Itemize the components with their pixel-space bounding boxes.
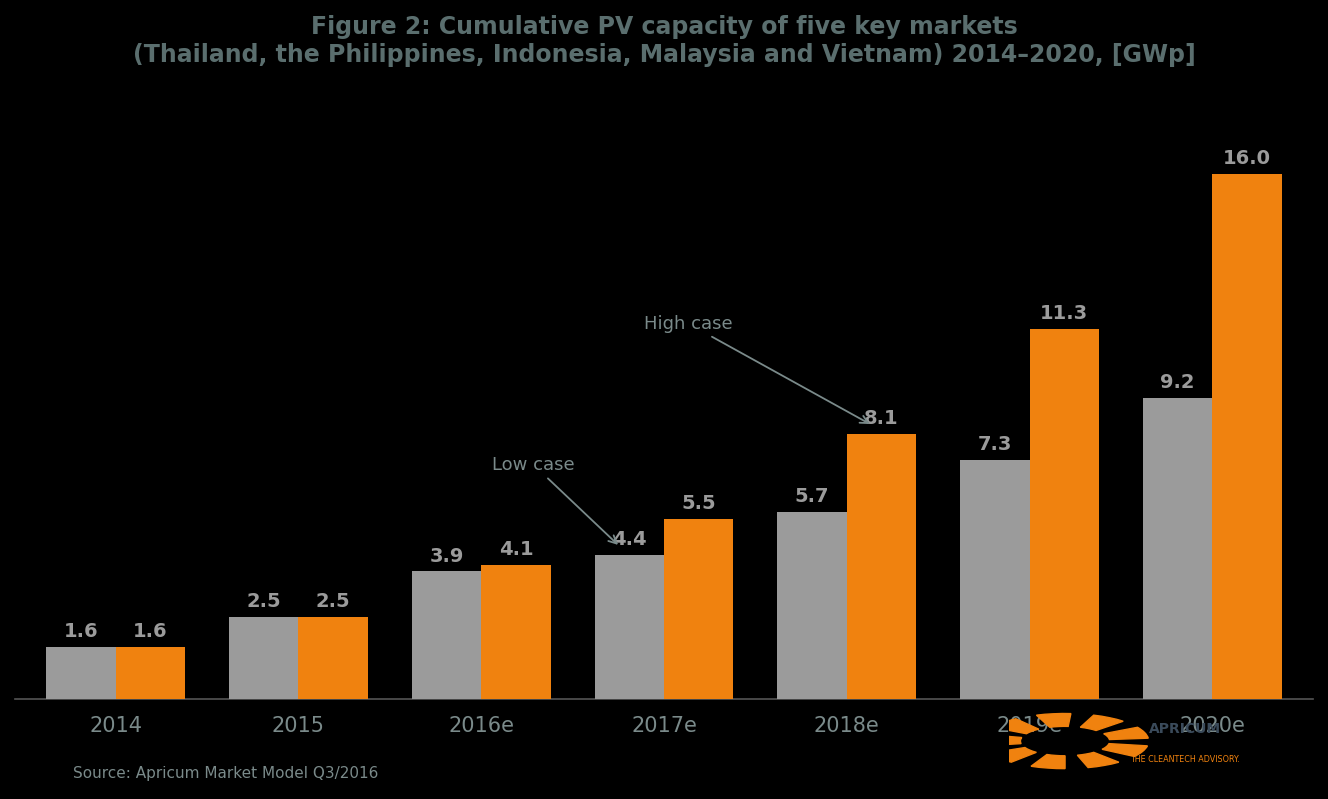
Bar [228, 618, 299, 699]
Bar [664, 519, 733, 699]
Bar [481, 565, 551, 699]
Wedge shape [1077, 753, 1118, 768]
Wedge shape [1080, 715, 1123, 730]
Text: 2.5: 2.5 [316, 592, 351, 611]
Title: Figure 2: Cumulative PV capacity of five key markets
(Thailand, the Philippines,: Figure 2: Cumulative PV capacity of five… [133, 15, 1195, 67]
Text: 5.5: 5.5 [681, 494, 716, 513]
Bar [1143, 398, 1212, 699]
Wedge shape [992, 719, 1038, 733]
Bar [1212, 174, 1282, 699]
Wedge shape [989, 748, 1036, 762]
Bar [46, 647, 116, 699]
Bar [847, 434, 916, 699]
Text: 7.3: 7.3 [977, 435, 1012, 454]
Wedge shape [1031, 754, 1065, 769]
Bar [412, 571, 481, 699]
Bar [299, 618, 368, 699]
Text: 8.1: 8.1 [865, 409, 899, 427]
Wedge shape [981, 734, 1021, 745]
Text: 1.6: 1.6 [133, 622, 167, 641]
Wedge shape [1104, 727, 1149, 740]
Text: Source: Apricum Market Model Q3/2016: Source: Apricum Market Model Q3/2016 [73, 766, 378, 781]
Text: 4.1: 4.1 [498, 540, 534, 559]
Text: High case: High case [644, 315, 869, 423]
Text: APRICUM: APRICUM [1149, 722, 1220, 736]
Text: 1.6: 1.6 [64, 622, 98, 641]
Text: 5.7: 5.7 [795, 487, 829, 507]
Text: 4.4: 4.4 [612, 530, 647, 549]
Bar [960, 460, 1029, 699]
Text: Low case: Low case [493, 455, 616, 543]
Bar [1029, 328, 1100, 699]
Text: THE CLEANTECH ADVISORY.: THE CLEANTECH ADVISORY. [1130, 755, 1240, 764]
Wedge shape [1036, 714, 1070, 727]
Text: 11.3: 11.3 [1040, 304, 1089, 323]
Bar [116, 647, 185, 699]
Text: 16.0: 16.0 [1223, 149, 1271, 169]
Bar [595, 555, 664, 699]
Text: 3.9: 3.9 [429, 547, 463, 566]
Text: 2.5: 2.5 [246, 592, 282, 611]
Text: 9.2: 9.2 [1161, 372, 1195, 392]
Bar [777, 512, 847, 699]
Wedge shape [1102, 744, 1147, 757]
